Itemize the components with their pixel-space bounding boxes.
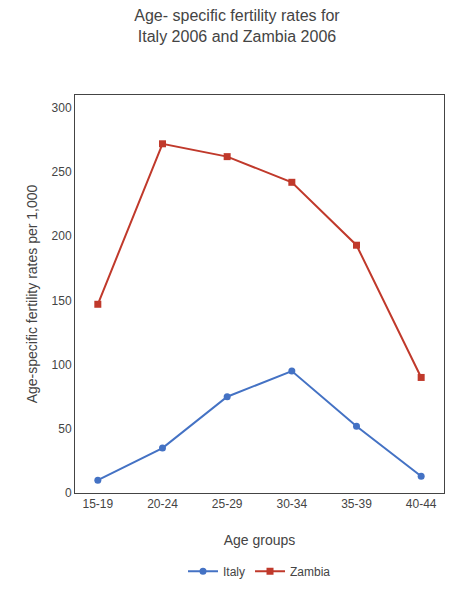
svg-text:Age-specific fertility rates p: Age-specific fertility rates per 1,000 xyxy=(24,184,40,403)
svg-text:Age groups: Age groups xyxy=(224,532,296,548)
svg-text:Zambia: Zambia xyxy=(290,565,330,579)
svg-text:250: 250 xyxy=(52,165,72,179)
svg-text:100: 100 xyxy=(52,358,72,372)
svg-text:300: 300 xyxy=(52,101,72,115)
svg-text:40-44: 40-44 xyxy=(406,497,437,511)
svg-text:35-39: 35-39 xyxy=(341,497,372,511)
svg-text:200: 200 xyxy=(52,229,72,243)
svg-text:20-24: 20-24 xyxy=(147,497,178,511)
svg-text:Age- specific fertility rates: Age- specific fertility rates forItaly 2… xyxy=(134,7,340,45)
svg-text:30-34: 30-34 xyxy=(276,497,307,511)
svg-text:150: 150 xyxy=(52,294,72,308)
svg-text:15-19: 15-19 xyxy=(82,497,113,511)
svg-text:0: 0 xyxy=(65,486,72,500)
svg-text:Italy: Italy xyxy=(223,565,245,579)
svg-text:25-29: 25-29 xyxy=(212,497,243,511)
svg-text:50: 50 xyxy=(58,422,72,436)
